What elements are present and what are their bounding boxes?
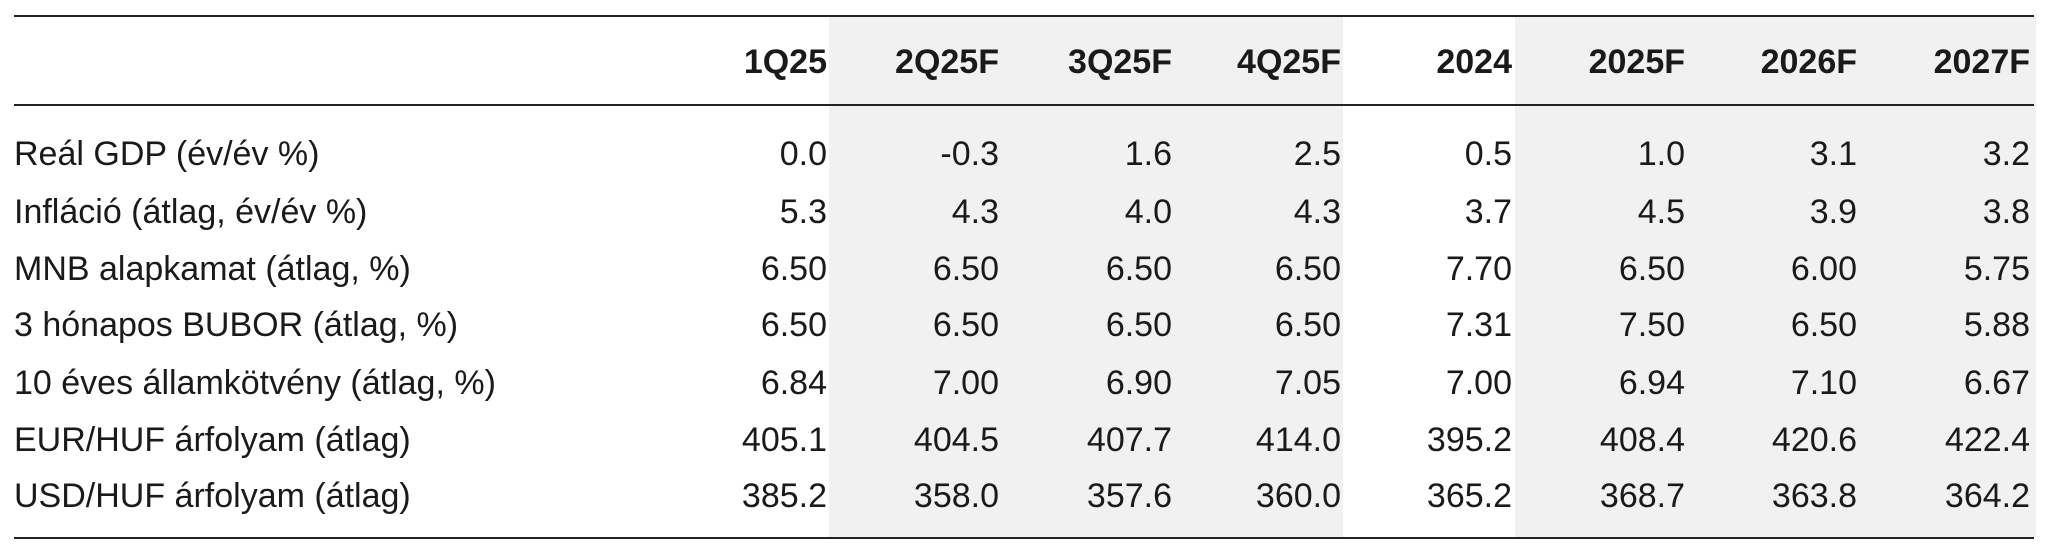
column-header: 3Q25F [1068,43,1172,81]
cell-value: 6.50 [1618,250,1685,288]
cell-value: 368.7 [1599,477,1685,515]
column-header: 2024 [1436,43,1512,81]
top-rule [14,15,2034,17]
cell-value: 6.84 [760,364,827,402]
bottom-rule [14,537,2034,539]
cell-value: 1.6 [1124,135,1172,173]
cell-value: 358.0 [913,477,999,515]
cell-value: 420.6 [1771,421,1857,459]
cell-value: 364.2 [1944,477,2030,515]
cell-value: 363.8 [1771,477,1857,515]
row-label: 3 hónapos BUBOR (átlag, %) [14,306,459,344]
column-shade [829,16,1343,538]
cell-value: 6.50 [1105,250,1172,288]
cell-value: 6.50 [1274,306,1341,344]
cell-value: 6.50 [760,306,827,344]
cell-value: 404.5 [913,421,999,459]
column-header: 4Q25F [1237,43,1341,81]
cell-value: 3.1 [1809,135,1857,173]
cell-value: 6.50 [932,250,999,288]
cell-value: 7.00 [932,364,999,402]
column-header: 2026F [1760,43,1857,81]
cell-value: 5.3 [779,193,827,231]
cell-value: 3.9 [1809,193,1857,231]
cell-value: 6.50 [1790,306,1857,344]
cell-value: 6.94 [1618,364,1685,402]
cell-value: 360.0 [1255,477,1341,515]
cell-value: 5.75 [1963,250,2030,288]
cell-value: 0.5 [1464,135,1512,173]
cell-value: 385.2 [741,477,827,515]
cell-value: 1.0 [1637,135,1685,173]
column-shade [1515,16,2036,538]
cell-value: 357.6 [1086,477,1172,515]
cell-value: 3.2 [1982,135,2030,173]
row-label: 10 éves államkötvény (átlag, %) [14,364,496,402]
header-rule [14,104,2034,106]
cell-value: 3.8 [1982,193,2030,231]
cell-value: 6.50 [760,250,827,288]
column-header: 2027F [1933,43,2030,81]
column-header: 2025F [1588,43,1685,81]
cell-value: 4.3 [951,193,999,231]
cell-value: 7.05 [1274,364,1341,402]
cell-value: 2.5 [1293,135,1341,173]
cell-value: 395.2 [1426,421,1512,459]
column-header: 1Q25 [743,43,827,81]
cell-value: 3.7 [1464,193,1512,231]
cell-value: 4.0 [1124,193,1172,231]
row-label: USD/HUF árfolyam (átlag) [14,477,411,515]
row-label: EUR/HUF árfolyam (átlag) [14,421,411,459]
cell-value: 4.3 [1293,193,1341,231]
cell-value: 7.10 [1790,364,1857,402]
row-label: Infláció (átlag, év/év %) [14,193,368,231]
cell-value: 5.88 [1963,306,2030,344]
cell-value: 7.50 [1618,306,1685,344]
cell-value: 6.90 [1105,364,1172,402]
cell-value: 422.4 [1944,421,2030,459]
cell-value: 7.31 [1445,306,1512,344]
row-label: Reál GDP (év/év %) [14,135,320,173]
cell-value: 365.2 [1426,477,1512,515]
cell-value: 7.00 [1445,364,1512,402]
cell-value: 6.50 [932,306,999,344]
column-header: 2Q25F [895,43,999,81]
row-label: MNB alapkamat (átlag, %) [14,250,411,288]
cell-value: 4.5 [1637,193,1685,231]
cell-value: 6.00 [1790,250,1857,288]
cell-value: -0.3 [940,135,999,173]
cell-value: 405.1 [741,421,827,459]
cell-value: 414.0 [1255,421,1341,459]
cell-value: 6.67 [1963,364,2030,402]
cell-value: 408.4 [1599,421,1685,459]
cell-value: 6.50 [1274,250,1341,288]
cell-value: 6.50 [1105,306,1172,344]
cell-value: 407.7 [1086,421,1172,459]
cell-value: 0.0 [779,135,827,173]
cell-value: 7.70 [1445,250,1512,288]
